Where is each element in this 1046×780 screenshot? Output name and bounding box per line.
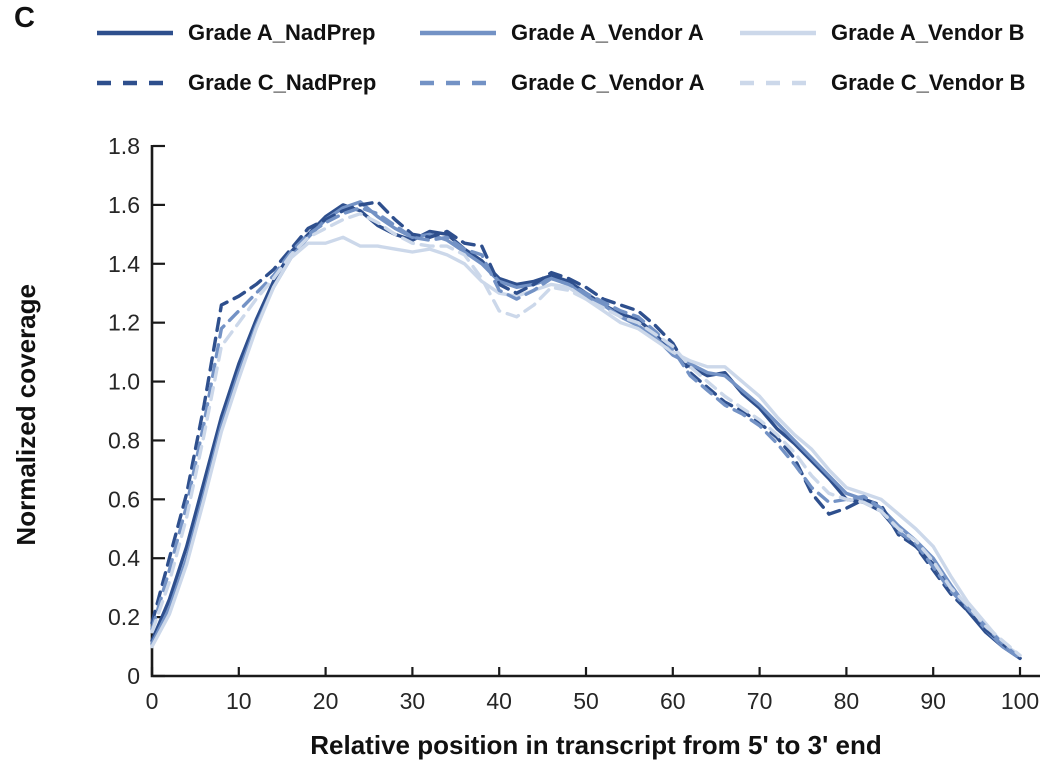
solid-line-swatch-icon xyxy=(420,30,496,36)
x-tick-label: 10 xyxy=(226,688,252,714)
y-tick-label: 0.6 xyxy=(108,486,140,512)
x-axis-title: Relative position in transcript from 5' … xyxy=(310,730,882,760)
dashed-line-swatch-icon xyxy=(420,80,496,86)
dashed-line-swatch-icon xyxy=(97,80,173,86)
legend-item-grade-c-vendor-a: Grade C_Vendor A xyxy=(418,68,705,98)
solid-line-swatch-icon xyxy=(97,30,173,36)
y-tick-label: 1.2 xyxy=(108,310,140,336)
x-tick-label: 80 xyxy=(834,688,860,714)
y-axis-title-text: Normalized coverage xyxy=(10,284,41,546)
legend-label: Grade C_Vendor A xyxy=(511,70,705,95)
legend-item-grade-a-vendor-a: Grade A_Vendor A xyxy=(418,18,704,48)
y-tick-label: 1.8 xyxy=(108,133,140,159)
x-tick-label: 100 xyxy=(1001,688,1039,714)
y-tick-label: 0.8 xyxy=(108,427,140,453)
x-tick-label: 20 xyxy=(313,688,339,714)
y-tick-label: 0.4 xyxy=(108,545,140,571)
legend-item-grade-c-nadprep: Grade C_NadPrep xyxy=(95,68,376,98)
y-tick-label: 1.4 xyxy=(108,251,140,277)
legend-item-grade-a-vendor-b: Grade A_Vendor B xyxy=(738,18,1025,48)
y-tick-label: 0.2 xyxy=(108,604,140,630)
legend-label: Grade A_NadPrep xyxy=(188,20,376,45)
legend-item-grade-a-nadprep: Grade A_NadPrep xyxy=(95,18,375,48)
axis-line xyxy=(150,145,1040,678)
x-tick-label: 50 xyxy=(573,688,599,714)
solid-line-swatch-icon xyxy=(740,30,816,36)
x-tick-label: 60 xyxy=(660,688,686,714)
series-line-grade-c-vendor-b xyxy=(150,211,1022,658)
x-tick-label: 0 xyxy=(146,688,159,714)
x-tick-label: 70 xyxy=(747,688,773,714)
panel-label: C xyxy=(14,2,35,34)
series-line-grade-c-vendor-a xyxy=(150,206,1022,660)
y-tick-label: 1.6 xyxy=(108,192,140,218)
x-tick-label: 30 xyxy=(400,688,426,714)
legend-label: Grade C_Vendor B xyxy=(831,70,1026,95)
y-axis-title: Normalized coverage xyxy=(6,150,46,680)
legend-label: Grade A_Vendor B xyxy=(831,20,1025,45)
dashed-line-swatch-icon xyxy=(740,80,816,86)
y-tick-label: 0 xyxy=(127,663,140,689)
x-tick-label: 90 xyxy=(920,688,946,714)
legend-label: Grade A_Vendor A xyxy=(511,20,704,45)
legend-label: Grade C_NadPrep xyxy=(188,70,377,95)
y-tick-label: 1.0 xyxy=(108,369,140,395)
legend-item-grade-c-vendor-b: Grade C_Vendor B xyxy=(738,68,1025,98)
x-tick-label: 40 xyxy=(486,688,512,714)
